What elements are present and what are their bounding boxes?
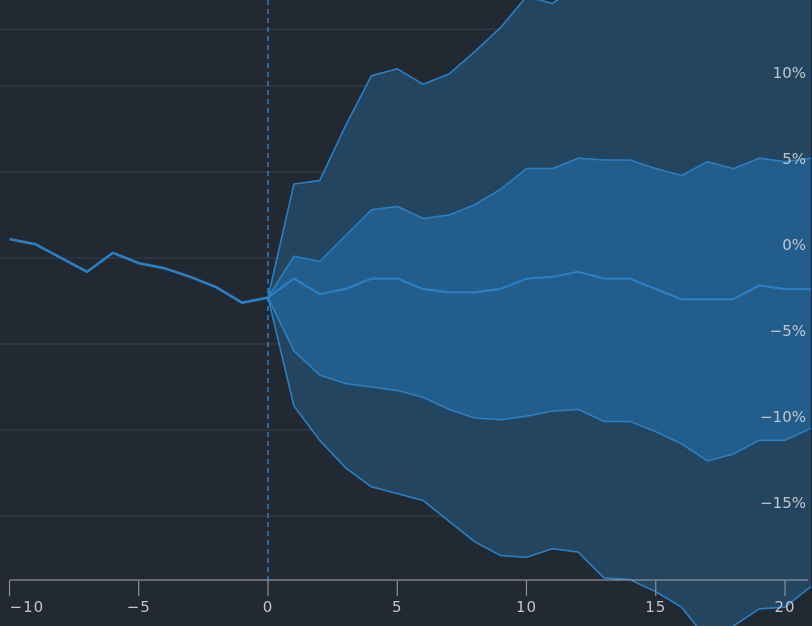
x-tick-label: −5 [127, 598, 151, 616]
outer-band-lower-line [267, 297, 812, 626]
x-tick-label: −10 [10, 598, 45, 616]
forecast-bands [268, 0, 811, 626]
inner-band-lower-line [267, 297, 812, 462]
x-tick-label: 20 [774, 598, 795, 616]
x-tick-label: 5 [392, 598, 403, 616]
y-tick-label: −10% [760, 408, 806, 426]
outer-band-upper-line [267, 0, 559, 298]
inner-band-upper-line [267, 157, 812, 299]
y-tick-label: 5% [782, 150, 806, 168]
y-axis-tick-labels: −15% −10% −5% 0% 5% 10% [760, 64, 806, 512]
y-tick-label: −15% [760, 494, 806, 512]
y-tick-label: −5% [770, 322, 806, 340]
x-tick-label: 10 [516, 598, 537, 616]
y-tick-label: 0% [782, 236, 806, 254]
inner-band-area [268, 158, 811, 461]
x-tick-label: 15 [645, 598, 666, 616]
series-lines [9, 0, 812, 626]
y-tick-label: 10% [773, 64, 806, 82]
history-line [9, 237, 269, 305]
median-line [267, 270, 811, 301]
x-tick-label: 0 [263, 598, 274, 616]
x-axis: −10 −5 0 5 10 15 20 [8, 579, 808, 616]
